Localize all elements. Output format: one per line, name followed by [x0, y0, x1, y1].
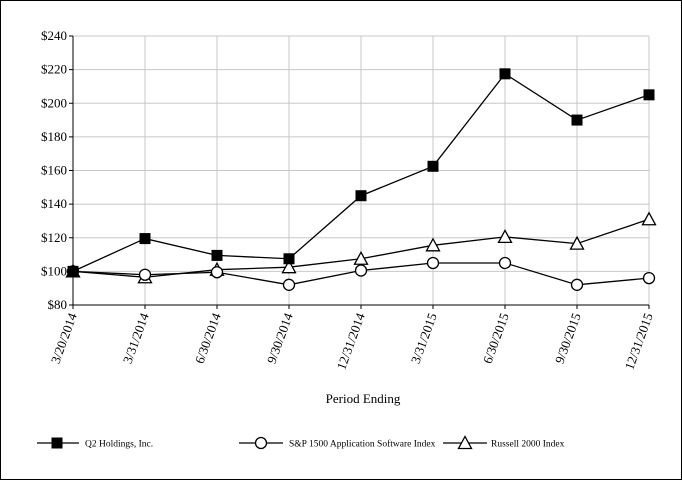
data-point-q2-holdings — [499, 68, 511, 80]
y-tick-label: $180 — [41, 129, 67, 144]
legend-label-russell-2000: Russell 2000 Index — [491, 440, 565, 450]
data-point-russell-2000 — [353, 250, 369, 265]
tick-labels: $80 $100 $120 $140 $160 $180 $200 $220 $240 3/20/… — [41, 28, 656, 372]
data-point-sp1500-app-software — [210, 266, 224, 279]
data-point-sp1500-app-software — [570, 278, 584, 291]
data-point-sp1500-app-software — [138, 268, 152, 281]
data-point-sp1500-app-software — [354, 264, 368, 277]
y-tick-label: $120 — [41, 230, 67, 245]
x-tick-label: 6/30/2015 — [480, 311, 512, 366]
legend-marker-sp1500-app-software — [254, 436, 268, 450]
data-point-q2-holdings — [67, 265, 79, 277]
legend-label-sp1500-app-software: S&P 1500 Application Software Index — [289, 439, 436, 450]
x-tick-label: 6/30/2014 — [192, 310, 224, 365]
legend: Q2 Holdings, Inc. S&P 1500 Application So… — [37, 435, 565, 450]
data-point-russell-2000 — [281, 259, 297, 274]
y-tick-label: $80 — [48, 297, 68, 312]
data-point-russell-2000 — [641, 211, 657, 226]
data-point-q2-holdings — [571, 114, 583, 126]
data-point-q2-holdings — [211, 249, 223, 261]
x-tick-label: 3/31/2015 — [408, 311, 440, 366]
y-tick-label: $100 — [41, 263, 67, 278]
x-tick-label: 9/30/2014 — [264, 310, 296, 365]
data-point-sp1500-app-software — [498, 256, 512, 270]
y-tick-label: $220 — [41, 62, 67, 77]
data-point-sp1500-app-software — [282, 278, 296, 291]
x-tick-label: 3/20/2014 — [48, 310, 80, 365]
y-tick-label: $160 — [41, 163, 67, 178]
data-point-russell-2000 — [497, 229, 513, 244]
data-point-q2-holdings — [139, 233, 151, 245]
y-tick-label: $240 — [41, 28, 67, 43]
x-axis-title: Period Ending — [326, 391, 401, 406]
y-tick-label: $200 — [41, 95, 67, 110]
data-point-q2-holdings — [283, 253, 295, 265]
data-point-sp1500-app-software — [642, 271, 656, 285]
x-tick-label: 12/31/2014 — [333, 310, 368, 371]
series-markers — [65, 68, 657, 291]
x-tick-label: 9/30/2015 — [552, 311, 584, 366]
data-point-q2-holdings — [427, 160, 439, 172]
legend-label-q2-holdings: Q2 Holdings, Inc. — [85, 440, 153, 450]
legend-marker-russell-2000 — [457, 435, 473, 450]
y-tick-label: $140 — [41, 196, 67, 211]
data-point-sp1500-app-software — [426, 256, 440, 270]
legend-marker-q2-holdings — [51, 437, 63, 449]
data-point-russell-2000 — [569, 235, 585, 250]
x-tick-label: 3/31/2014 — [120, 310, 152, 365]
data-point-q2-holdings — [643, 89, 655, 101]
data-point-q2-holdings — [355, 190, 367, 202]
x-tick-label: 12/31/2015 — [621, 311, 655, 372]
data-point-russell-2000 — [425, 237, 441, 252]
